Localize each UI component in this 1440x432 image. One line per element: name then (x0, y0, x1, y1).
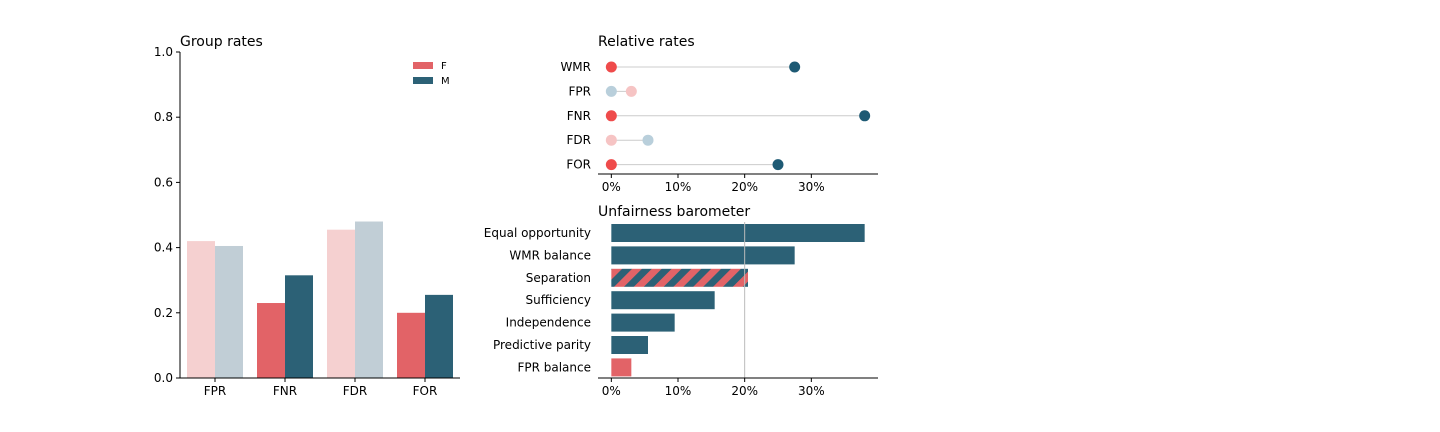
barometer-bar-sufficiency (611, 291, 715, 310)
group-rates-bar-fdr-m (355, 221, 383, 378)
group-rates-bar-for-m (425, 294, 453, 378)
relative-rates-xtick-label: 10% (665, 180, 692, 194)
barometer-bar-separation (611, 268, 748, 287)
relative-rates-dot-fdr-f (605, 134, 617, 146)
relative-rates-title: Relative rates (598, 34, 695, 50)
relative-rates-dot-for-f (605, 159, 617, 171)
legend-swatch-m (413, 77, 433, 84)
relative-rates-dot-wmr-f (605, 61, 617, 73)
barometer-bar-fpr-balance (611, 358, 632, 377)
relative-rates-ytick-label: FNR (567, 109, 591, 123)
barometer-bar-wmr-balance (611, 246, 795, 265)
group-rates-ytick-label: 0.0 (154, 371, 173, 385)
legend-label-m: M (441, 76, 450, 87)
group-rates-xtick-label: FOR (413, 384, 438, 398)
barometer-xtick-label: 0% (602, 384, 621, 398)
barometer-ytick-label: Sufficiency (526, 293, 591, 307)
group-rates-ytick-label: 0.4 (154, 241, 173, 255)
relative-rates-ytick-label: WMR (560, 60, 591, 74)
relative-rates-xtick-label: 0% (602, 180, 621, 194)
relative-rates-ytick-label: FOR (566, 158, 591, 172)
barometer-bar-predictive-parity (611, 336, 648, 354)
group-rates-ytick-label: 1.0 (154, 45, 173, 59)
relative-rates-dot-for-m (772, 159, 784, 171)
legend-swatch-f (413, 62, 433, 69)
relative-rates-dot-fdr-m (642, 134, 654, 146)
relative-rates-panel: Relative rates WMR FPR FNR FDR FOR 0% 10% 20% 30… (560, 34, 878, 194)
legend-label-f: F (441, 61, 447, 72)
group-rates-ytick-label: 0.8 (154, 110, 173, 124)
relative-rates-dot-wmr-m (789, 61, 801, 73)
barometer-xtick-label: 10% (665, 384, 692, 398)
group-rates-bar-fnr-f (257, 303, 285, 378)
group-rates-panel: Group rates FPR FNR FDR FOR 0.0 0.2 0.4 0.6 0.8 1… (154, 34, 460, 398)
barometer-bar-independence (611, 313, 675, 332)
barometer-ytick-label: WMR balance (509, 248, 591, 262)
relative-rates-dot-fnr-m (859, 110, 871, 122)
barometer-xtick-label: 30% (798, 384, 825, 398)
relative-rates-dot-fpr-f (625, 85, 637, 97)
unfairness-barometer-title: Unfairness barometer (598, 204, 750, 220)
group-rates-xtick-label: FNR (273, 384, 297, 398)
group-rates-bar-fpr-f (187, 241, 215, 378)
group-rates-ytick-label: 0.6 (154, 175, 173, 189)
relative-rates-xtick-label: 30% (798, 180, 825, 194)
barometer-ytick-label: Independence (506, 316, 591, 330)
relative-rates-ytick-label: FPR (569, 84, 591, 98)
group-rates-bar-fpr-m (215, 245, 243, 378)
barometer-ytick-label: Equal opportunity (484, 226, 591, 240)
group-rates-ytick-label: 0.2 (154, 306, 173, 320)
group-rates-bar-for-f (397, 312, 425, 378)
relative-rates-xtick-label: 20% (731, 180, 758, 194)
barometer-bar-equal-opportunity (611, 224, 865, 242)
barometer-ytick-label: FPR balance (517, 360, 591, 374)
barometer-ytick-label: Predictive parity (493, 338, 591, 352)
group-rates-title: Group rates (180, 34, 263, 50)
unfairness-barometer-panel: Unfairness barometer Equal opportunity WM… (484, 204, 878, 398)
group-rates-xtick-label: FPR (204, 384, 226, 398)
barometer-xtick-label: 20% (731, 384, 758, 398)
group-rates-legend: FM (413, 61, 450, 87)
relative-rates-dot-fnr-f (605, 110, 617, 122)
group-rates-bar-fdr-f (327, 229, 355, 378)
barometer-ytick-label: Separation (526, 271, 591, 285)
relative-rates-dot-fpr-m (605, 85, 617, 97)
group-rates-xtick-label: FDR (343, 384, 367, 398)
relative-rates-ytick-label: FDR (567, 133, 591, 147)
group-rates-bar-fnr-m (285, 275, 313, 378)
